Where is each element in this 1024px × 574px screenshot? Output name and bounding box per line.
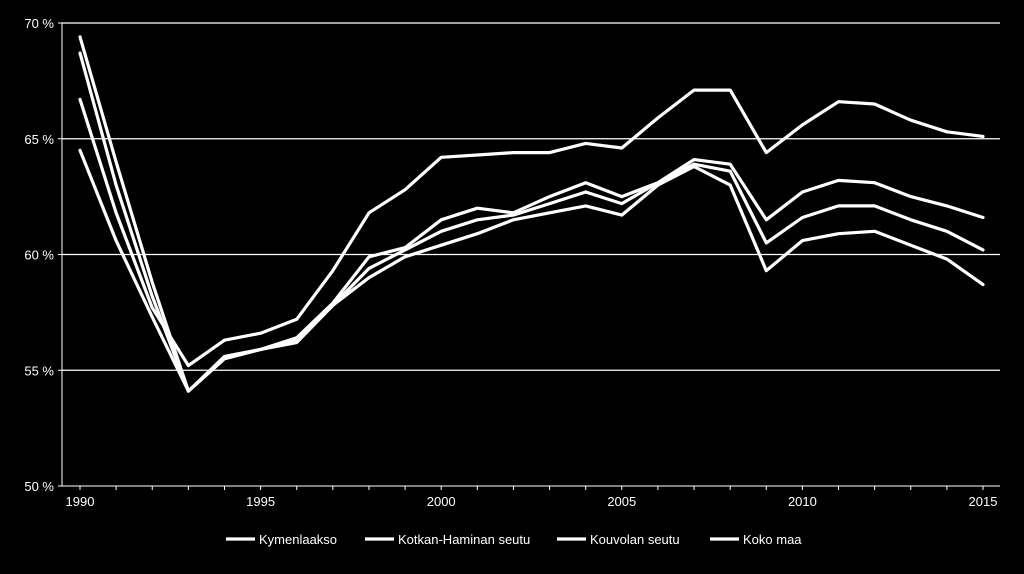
legend-item-kymenlaakso: Kymenlaakso — [226, 532, 337, 547]
legend-label: Kotkan-Haminan seutu — [398, 532, 530, 547]
legend-item-kotkan-haminan-seutu: Kotkan-Haminan seutu — [365, 532, 530, 547]
x-tick-label: 1990 — [66, 494, 95, 509]
x-tick-label: 2010 — [788, 494, 817, 509]
y-tick-label: 55 % — [24, 363, 54, 378]
series-lines — [78, 35, 985, 393]
legend-label: Kymenlaakso — [259, 532, 337, 547]
y-tick-label: 60 % — [24, 248, 54, 263]
x-tick-label: 2000 — [427, 494, 456, 509]
y-tick-label: 70 % — [24, 16, 54, 31]
y-tick-label: 50 % — [24, 479, 54, 494]
legend-item-koko-maa: Koko maa — [710, 532, 802, 547]
legend: Kymenlaakso Kotkan-Haminan seutu Kouvolan … — [226, 532, 802, 547]
legend-label: Kouvolan seutu — [590, 532, 680, 547]
axes: 50 % 55 % 60 % 65 % 70 % 1990 1995 2000 2005 2010… — [24, 16, 1000, 509]
series-line-kotkan-haminan-seutu — [78, 148, 985, 393]
y-tick-label: 65 % — [24, 132, 54, 147]
x-tick-label: 1995 — [246, 494, 275, 509]
legend-item-kouvolan-seutu: Kouvolan seutu — [557, 532, 680, 547]
x-tick-label: 2005 — [607, 494, 636, 509]
series-line-koko-maa — [78, 88, 985, 368]
x-tick-label: 2015 — [969, 494, 998, 509]
gridlines — [62, 22, 1000, 371]
series-line-kouvolan-seutu — [78, 35, 985, 393]
legend-label: Koko maa — [743, 532, 802, 547]
